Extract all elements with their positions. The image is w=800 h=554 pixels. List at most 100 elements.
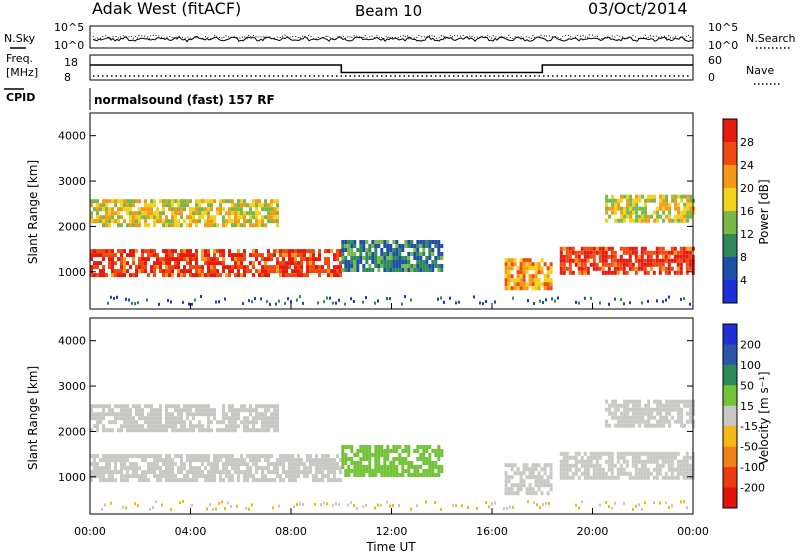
colorbar-segment (723, 280, 737, 304)
noise-left-tick-top: 10^5 (54, 21, 84, 34)
echo-region (559, 451, 695, 480)
noise-right-tick-bottom: 10^0 (708, 39, 738, 52)
y-tick-label: 1000 (58, 266, 86, 279)
noise-search-label: N.Search (746, 32, 796, 45)
y-tick-label: 4000 (58, 130, 86, 143)
noise-right-tick-top: 10^5 (708, 21, 738, 34)
colorbar-segment (723, 364, 737, 386)
ground-scatter (107, 295, 691, 306)
colorbar-segment (723, 446, 737, 468)
power-echo-cells (90, 194, 696, 306)
cpid-panel: CPID normalsound (fast) 157 RF (4, 88, 275, 110)
velocity-echo-cells (90, 399, 696, 511)
colorbar-tick-label: 28 (740, 136, 754, 149)
y-tick-label: 3000 (58, 175, 86, 188)
colorbar-tick-label: 100 (740, 359, 761, 372)
noise-sky-trace (92, 35, 694, 43)
echo-region (90, 404, 279, 433)
noise-sky-label: N.Sky (4, 32, 36, 45)
frequency-trace (90, 64, 693, 74)
echo-region (504, 463, 553, 496)
colorbar-tick-label: -50 (740, 441, 758, 454)
colorbar-segment (723, 467, 737, 488)
x-tick-label: 00:00 (677, 525, 709, 538)
echo-region (90, 249, 342, 278)
colorbar-segment (723, 257, 737, 281)
site-title: Adak West (fitACF) (92, 0, 241, 18)
x-tick-label: 00:00 (74, 525, 106, 538)
x-tick-label: 04:00 (175, 525, 207, 538)
ground-scatter (101, 500, 688, 511)
x-tick-label: 12:00 (376, 525, 408, 538)
x-tick-label: 16:00 (476, 525, 508, 538)
x-tick-label: 08:00 (275, 525, 307, 538)
colorbar-tick-label: 12 (740, 228, 754, 241)
nave-right-tick-bottom: 0 (708, 71, 715, 84)
freq-label-line1: Freq. (6, 52, 33, 65)
x-tick-label: 20:00 (577, 525, 609, 538)
colorbar-tick-label: -200 (740, 482, 765, 495)
echo-region (504, 258, 553, 291)
y-tick-label: 2000 (58, 220, 86, 233)
colorbar-segment (723, 142, 737, 166)
echo-region (559, 246, 695, 275)
colorbar-frame (722, 118, 738, 304)
echo-region (90, 199, 279, 228)
echo-region (605, 399, 696, 428)
freq-label-line2: [MHz] (6, 66, 38, 79)
colorbar-segment (723, 211, 737, 235)
echo-region (90, 454, 342, 483)
nave-right-tick-top: 60 (708, 54, 722, 67)
x-axis-title: Time UT (365, 540, 416, 554)
colorbar-tick-label: -15 (740, 420, 758, 433)
cpid-program-text: normalsound (fast) 157 RF (94, 93, 275, 107)
colorbar-segment (723, 426, 737, 448)
frequency-panel-frame (89, 54, 694, 81)
nave-label: Nave (746, 64, 774, 77)
noise-panel-frame (89, 25, 694, 49)
colorbar-segment (723, 487, 737, 509)
colorbar-tick-label: 4 (740, 274, 747, 287)
velocity-y-axis: 1000 2000 3000 4000 (58, 335, 693, 484)
echo-region (341, 240, 444, 272)
colorbar-segment (723, 234, 737, 258)
power-colorbar: 4 8 12 16 20 24 28 (722, 118, 754, 304)
colorbar-tick-label: 50 (740, 379, 754, 392)
y-tick-label: 2000 (58, 425, 86, 438)
freq-left-tick-bottom: 8 (64, 71, 71, 84)
colorbar-segment (723, 385, 737, 407)
power-heatmap-panel: 1000 2000 3000 4000 Slant Range [km] 4 8 12 16… (26, 112, 771, 310)
noise-left-tick-bottom: 10^0 (54, 39, 84, 52)
velocity-colorbar: 200 100 50 15 -15 -50 -100 -200 (722, 323, 765, 509)
colorbar-tick-label: -100 (740, 461, 765, 474)
power-y-axis: 1000 2000 3000 4000 (58, 130, 693, 279)
colorbar-segment (723, 119, 737, 143)
date-label: 03/Oct/2014 (588, 0, 688, 18)
colorbar-segment (723, 324, 737, 345)
echo-region (605, 194, 696, 223)
power-colorbar-title: Power [dB] (757, 179, 771, 244)
y-tick-label: 4000 (58, 335, 86, 348)
colorbar-tick-label: 200 (740, 338, 761, 351)
colorbar-segment (723, 405, 737, 427)
noise-panel: N.Sky 10^5 10^0 10^5 10^0 N.Search (4, 21, 796, 52)
colorbar-segment (723, 165, 737, 189)
y-tick-label: 3000 (58, 380, 86, 393)
echo-region (341, 445, 444, 477)
colorbar-tick-label: 8 (740, 251, 747, 264)
y-tick-label: 1000 (58, 471, 86, 484)
time-x-axis: 00:00 04:00 08:00 12:00 16:00 20:00 00:00 (74, 303, 709, 538)
frequency-panel: Freq. [MHz] 18 8 60 0 Nave (6, 52, 780, 85)
colorbar-frame (722, 323, 738, 509)
colorbar-tick-label: 15 (740, 400, 754, 413)
colorbar-tick-label: 16 (740, 205, 754, 218)
beam-label: Beam 10 (355, 2, 422, 20)
freq-left-tick-top: 18 (64, 56, 78, 69)
cpid-label: CPID (6, 91, 35, 104)
colorbar-segment (723, 188, 737, 212)
colorbar-tick-label: 24 (740, 159, 754, 172)
velocity-colorbar-title: Velocity [m s⁻¹] (757, 371, 771, 464)
velocity-y-axis-title: Slant Range [km] (26, 366, 40, 470)
colorbar-tick-label: 20 (740, 182, 754, 195)
